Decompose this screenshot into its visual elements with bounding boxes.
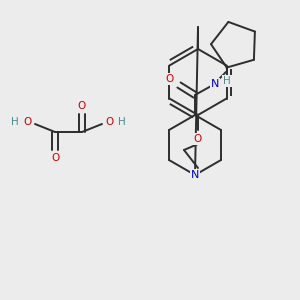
Text: N: N xyxy=(191,170,199,180)
Text: N: N xyxy=(211,79,219,89)
Text: O: O xyxy=(194,134,202,144)
Text: H: H xyxy=(223,76,231,86)
Text: H: H xyxy=(11,117,19,127)
Text: O: O xyxy=(106,117,114,127)
Text: H: H xyxy=(118,117,126,127)
Text: O: O xyxy=(51,153,59,163)
Text: O: O xyxy=(166,74,174,84)
Text: O: O xyxy=(78,101,86,111)
Text: O: O xyxy=(23,117,31,127)
